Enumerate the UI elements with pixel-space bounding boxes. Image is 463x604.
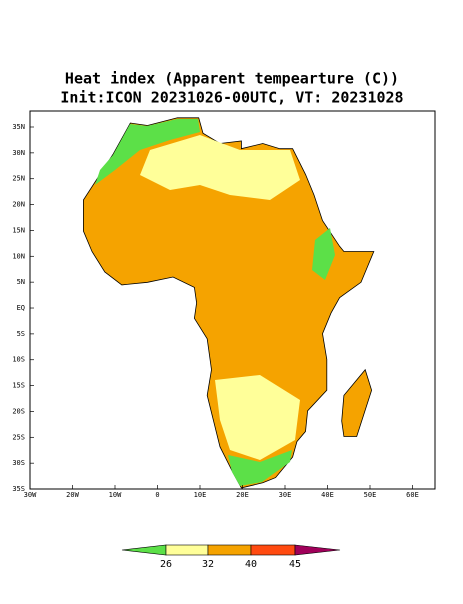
colorbar-box	[207, 544, 252, 556]
lon-label: 50E	[364, 491, 377, 499]
lat-label: 25S	[12, 433, 25, 441]
lat-label: 20N	[12, 201, 25, 209]
lon-label: 10E	[194, 491, 207, 499]
ethiopia-highland	[312, 228, 335, 280]
lat-label: 25N	[12, 175, 25, 183]
lon-label: 20E	[236, 491, 249, 499]
lat-label: 30S	[12, 459, 25, 467]
lat-label: 5N	[17, 278, 25, 286]
lon-label: 0	[155, 491, 159, 499]
lon-label: 10W	[109, 491, 122, 499]
lon-label: 30W	[24, 491, 37, 499]
lat-label: 35N	[12, 123, 25, 131]
lat-label: 10S	[12, 356, 25, 364]
colorbar-label: 26	[160, 559, 172, 570]
colorbar-label: 40	[245, 559, 257, 570]
lon-label: 20W	[66, 491, 79, 499]
lon-label: 30E	[279, 491, 292, 499]
south-coast	[228, 450, 292, 486]
lon-label: 60E	[406, 491, 419, 499]
africa	[83, 117, 375, 489]
map-frame	[29, 110, 436, 490]
lon-label: 40E	[321, 491, 334, 499]
lat-label: 5S	[17, 330, 25, 338]
title: Heat index (Apparent tempearture (C))	[65, 70, 399, 88]
lat-label: 20S	[12, 407, 25, 415]
lat-label: EQ	[17, 304, 25, 312]
colorbar-end	[294, 544, 341, 556]
south-highveld	[215, 375, 300, 460]
lat-label: 10N	[12, 252, 25, 260]
colorbar-label: 45	[289, 559, 301, 570]
north-coast	[95, 119, 200, 185]
colorbar-label: 32	[202, 559, 214, 570]
lat-label: 30N	[12, 149, 25, 157]
lat-label: 15N	[12, 226, 25, 234]
map	[29, 110, 436, 490]
sahara-mild	[140, 135, 300, 200]
colorbar-box	[165, 544, 209, 556]
lat-label: 35S	[12, 485, 25, 493]
madagascar	[341, 368, 373, 437]
colorbar-box	[250, 544, 296, 556]
lat-label: 15S	[12, 382, 25, 390]
subtitle: Init:ICON 20231026-00UTC, VT: 20231028	[60, 89, 403, 107]
